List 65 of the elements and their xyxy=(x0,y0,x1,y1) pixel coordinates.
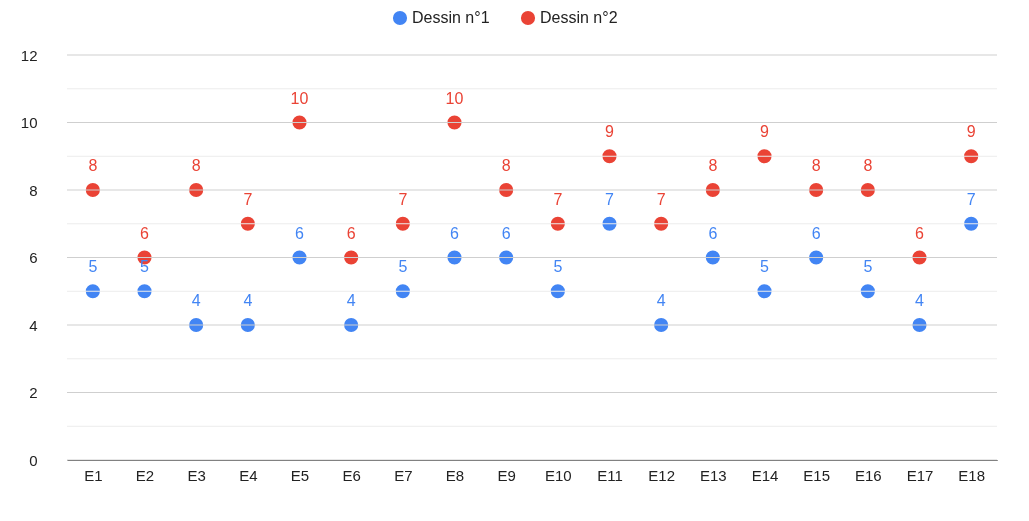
y-tick-label: 12 xyxy=(20,46,38,64)
data-label: 4 xyxy=(191,292,201,309)
data-label: 8 xyxy=(501,157,511,174)
legend-label: Dessin n°2 xyxy=(540,9,618,26)
data-label: 9 xyxy=(760,123,770,141)
data-label: 6 xyxy=(708,224,718,242)
data-label: 7 xyxy=(553,190,563,208)
data-label: 7 xyxy=(398,190,408,208)
data-label: 8 xyxy=(863,157,873,174)
legend-label: Dessin n°1 xyxy=(412,9,490,26)
x-tick-label: E9 xyxy=(497,466,516,484)
y-tick-label: 6 xyxy=(29,249,38,266)
data-label: 6 xyxy=(140,224,150,242)
data-label: 6 xyxy=(501,224,511,242)
data-label: 5 xyxy=(88,258,98,276)
x-tick-label: E14 xyxy=(751,466,779,484)
point xyxy=(809,250,824,265)
data-label: 6 xyxy=(915,224,925,242)
data-label: 6 xyxy=(346,224,356,242)
data-label: 7 xyxy=(243,190,253,208)
data-label: 8 xyxy=(88,157,98,174)
y-tick-label: 10 xyxy=(20,114,38,131)
x-tick-label: E18 xyxy=(958,466,986,484)
y-tick-label: 0 xyxy=(29,451,38,469)
data-label: 5 xyxy=(760,258,770,276)
y-tick-label: 2 xyxy=(29,384,38,401)
x-tick-label: E12 xyxy=(648,466,676,484)
data-label: 9 xyxy=(966,123,976,141)
data-label: 4 xyxy=(656,292,666,309)
x-tick-label: E4 xyxy=(239,466,258,484)
point xyxy=(344,250,359,265)
data-label: 10 xyxy=(445,89,464,107)
data-label: 7 xyxy=(605,190,615,208)
data-label: 4 xyxy=(346,292,356,309)
x-tick-label: E6 xyxy=(342,466,361,484)
data-label: 5 xyxy=(553,258,563,276)
data-label: 7 xyxy=(966,190,976,208)
data-label: 7 xyxy=(656,190,666,208)
y-tick-label: 4 xyxy=(29,316,38,334)
data-label: 5 xyxy=(398,258,408,276)
data-label: 8 xyxy=(708,157,718,174)
data-label: 8 xyxy=(811,157,821,174)
data-label: 4 xyxy=(243,292,253,309)
data-label: 6 xyxy=(811,224,821,242)
y-tick-label: 8 xyxy=(29,181,38,199)
x-tick-label: E8 xyxy=(445,466,465,484)
x-tick-label: E11 xyxy=(597,466,623,484)
data-label: 6 xyxy=(295,224,305,242)
x-tick-label: E2 xyxy=(135,466,155,484)
x-tick-label: E13 xyxy=(699,466,727,484)
x-tick-label: E7 xyxy=(394,466,413,484)
data-label: 6 xyxy=(450,224,460,242)
data-label: 10 xyxy=(290,89,309,107)
data-label: 8 xyxy=(191,157,201,174)
x-tick-label: E5 xyxy=(290,466,310,484)
x-tick-label: E1 xyxy=(84,466,103,484)
data-label: 5 xyxy=(863,258,873,276)
point xyxy=(499,250,514,265)
x-tick-label: E3 xyxy=(187,466,206,484)
data-label: 9 xyxy=(605,123,615,141)
x-tick-label: E16 xyxy=(854,466,882,484)
x-tick-label: E15 xyxy=(803,466,831,484)
x-tick-label: E17 xyxy=(906,466,934,484)
data-label: 4 xyxy=(915,292,925,309)
x-tick-label: E10 xyxy=(544,466,572,484)
